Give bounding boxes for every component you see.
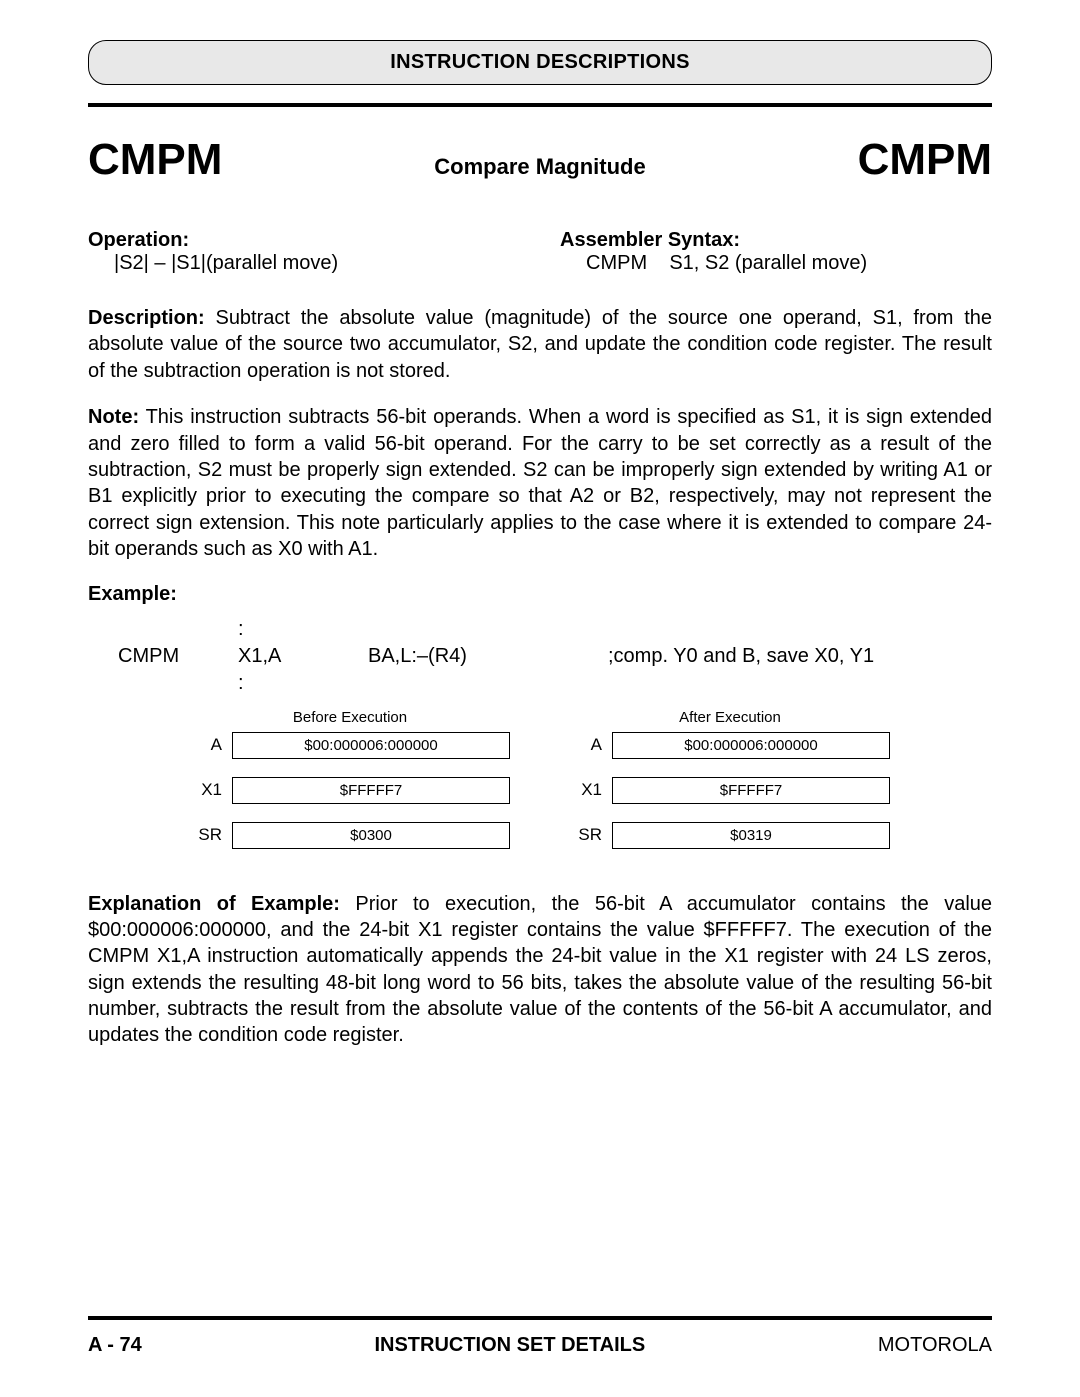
- note-text: This instruction subtracts 56-bit operan…: [88, 406, 992, 560]
- example-block: : CMPM X1,A BA,L:–(R4) ;comp. Y0 and B, …: [118, 616, 992, 697]
- table-row: A $00:000006:000000: [570, 732, 890, 759]
- description-text: Subtract the absolute value (magnitude) …: [88, 307, 992, 382]
- footer-mid: INSTRUCTION SET DETAILS: [374, 1334, 645, 1357]
- mnemonic-title: Compare Magnitude: [434, 154, 645, 180]
- reg-label: SR: [190, 825, 232, 845]
- example-move: BA,L:–(R4): [368, 643, 608, 670]
- operation-text: |S2| – |S1|(parallel move): [88, 252, 520, 275]
- operation-syntax-row: Operation: |S2| – |S1|(parallel move) As…: [88, 229, 992, 275]
- reg-value: $00:000006:000000: [232, 732, 510, 759]
- example-colon1: :: [238, 616, 368, 643]
- example-mnem: CMPM: [118, 643, 238, 670]
- reg-label: SR: [570, 825, 612, 845]
- before-col: Before Execution A $00:000006:000000 X1 …: [190, 709, 510, 867]
- explanation-text: Prior to execution, the 56-bit A accumul…: [88, 893, 992, 1047]
- before-caption: Before Execution: [190, 709, 510, 726]
- after-caption: After Execution: [570, 709, 890, 726]
- example-line-colon1: :: [118, 616, 992, 643]
- operation-col: Operation: |S2| – |S1|(parallel move): [88, 229, 520, 275]
- reg-value: $0300: [232, 822, 510, 849]
- footer-left: A - 74: [88, 1334, 142, 1357]
- table-row: A $00:000006:000000: [190, 732, 510, 759]
- top-rule: [88, 103, 992, 107]
- example-ops: X1,A: [238, 643, 368, 670]
- footer-right: MOTOROLA: [878, 1334, 992, 1357]
- syntax-label: Assembler Syntax:: [560, 229, 992, 252]
- mnemonic-row: CMPM Compare Magnitude CMPM: [88, 135, 992, 185]
- reg-label: A: [570, 735, 612, 755]
- table-row: SR $0319: [570, 822, 890, 849]
- mnemonic-left: CMPM: [88, 135, 222, 185]
- example-line-instr: CMPM X1,A BA,L:–(R4) ;comp. Y0 and B, sa…: [118, 643, 992, 670]
- example-label: Example:: [88, 583, 992, 606]
- note-label: Note:: [88, 406, 139, 428]
- syntax-text: CMPM S1, S2 (parallel move): [560, 252, 992, 275]
- header-title-box: INSTRUCTION DESCRIPTIONS: [88, 40, 992, 85]
- reg-label: A: [190, 735, 232, 755]
- footer-row: A - 74 INSTRUCTION SET DETAILS MOTOROLA: [88, 1334, 992, 1357]
- page: INSTRUCTION DESCRIPTIONS CMPM Compare Ma…: [0, 0, 1080, 1397]
- note-para: Note: This instruction subtracts 56-bit …: [88, 404, 992, 562]
- reg-value: $0319: [612, 822, 890, 849]
- table-row: X1 $FFFFF7: [190, 777, 510, 804]
- reg-value: $FFFFF7: [232, 777, 510, 804]
- example-colon2: :: [238, 670, 368, 697]
- mnemonic-right: CMPM: [858, 135, 992, 185]
- reg-label: X1: [190, 780, 232, 800]
- example-line-colon2: :: [118, 670, 992, 697]
- reg-value: $FFFFF7: [612, 777, 890, 804]
- description-para: Description: Subtract the absolute value…: [88, 305, 992, 384]
- explanation-label: Explanation of Example:: [88, 893, 340, 915]
- description-label: Description:: [88, 307, 205, 329]
- footer: A - 74 INSTRUCTION SET DETAILS MOTOROLA: [88, 1316, 992, 1357]
- after-col: After Execution A $00:000006:000000 X1 $…: [570, 709, 890, 867]
- header-title: INSTRUCTION DESCRIPTIONS: [390, 51, 689, 73]
- table-row: SR $0300: [190, 822, 510, 849]
- table-row: X1 $FFFFF7: [570, 777, 890, 804]
- register-tables: Before Execution A $00:000006:000000 X1 …: [88, 709, 992, 867]
- example-comment: ;comp. Y0 and B, save X0, Y1: [608, 643, 874, 670]
- operation-label: Operation:: [88, 229, 520, 252]
- syntax-col: Assembler Syntax: CMPM S1, S2 (parallel …: [560, 229, 992, 275]
- reg-label: X1: [570, 780, 612, 800]
- footer-rule: [88, 1316, 992, 1320]
- explanation-para: Explanation of Example: Prior to executi…: [88, 891, 992, 1049]
- reg-value: $00:000006:000000: [612, 732, 890, 759]
